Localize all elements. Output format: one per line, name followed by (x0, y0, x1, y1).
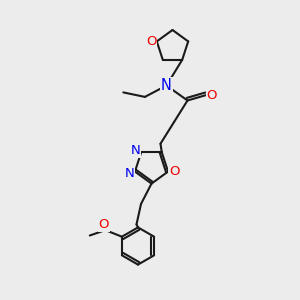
Text: O: O (146, 35, 157, 48)
Text: N: N (125, 167, 134, 180)
Text: N: N (131, 144, 141, 157)
Text: O: O (99, 218, 109, 231)
Text: O: O (206, 88, 217, 102)
Text: O: O (169, 165, 179, 178)
Text: N: N (161, 78, 172, 93)
